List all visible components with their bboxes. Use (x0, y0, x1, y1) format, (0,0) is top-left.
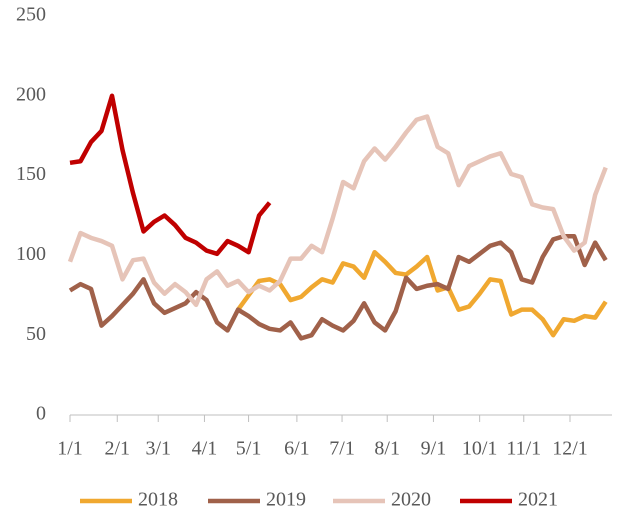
x-tick-label: 3/1 (145, 438, 171, 460)
series-line (69, 93, 272, 257)
legend-label: 2018 (138, 489, 178, 511)
x-tick-label: 5/1 (236, 438, 262, 460)
y-tick-label: 0 (36, 403, 46, 425)
y-tick-label: 200 (16, 83, 46, 105)
x-tick-label: 4/1 (192, 438, 218, 460)
x-tick-label: 12/1 (552, 438, 588, 460)
y-tick-label: 150 (16, 163, 46, 185)
y-tick-label: 50 (26, 323, 46, 345)
x-tick-label: 11/1 (506, 438, 541, 460)
x-tick-label: 6/1 (284, 438, 310, 460)
x-tick-label: 7/1 (329, 438, 355, 460)
legend-label: 2021 (518, 489, 558, 511)
x-tick-label: 2/1 (104, 438, 130, 460)
series-line (236, 249, 608, 338)
x-tick-label: 1/1 (57, 438, 83, 460)
y-tick-label: 100 (16, 243, 46, 265)
y-tick-label: 250 (16, 4, 46, 26)
legend-label: 2019 (266, 489, 306, 511)
legend-label: 2020 (391, 489, 431, 511)
series-line (67, 114, 608, 308)
series-line (68, 233, 608, 341)
x-tick-label: 9/1 (421, 438, 447, 460)
x-tick-label: 8/1 (374, 438, 400, 460)
x-tick-label: 10/1 (462, 438, 498, 460)
